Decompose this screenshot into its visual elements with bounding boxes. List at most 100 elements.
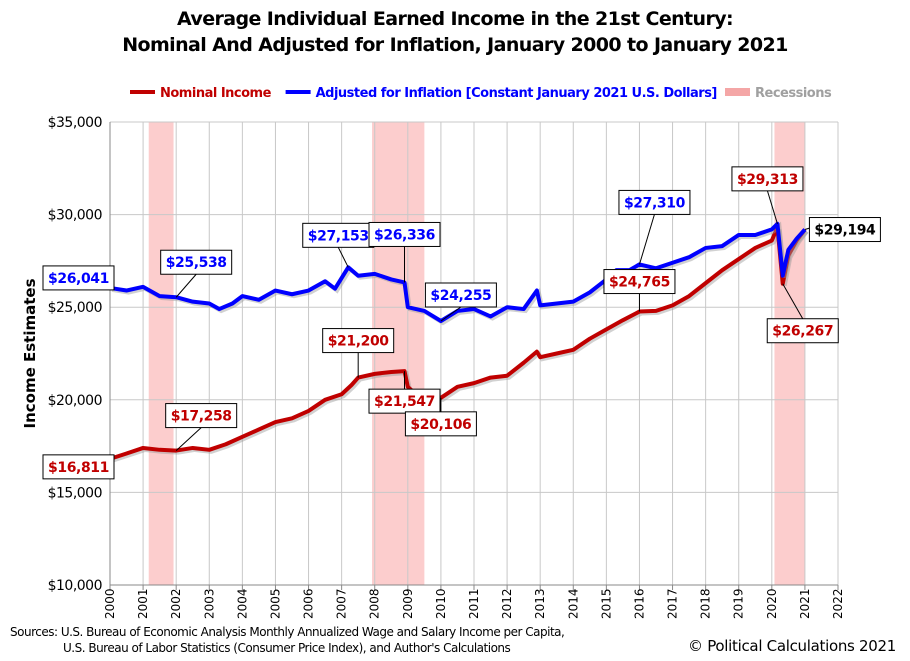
x-tick-label: 2006 xyxy=(302,588,316,619)
data-label-callout: $20,106 xyxy=(404,397,477,437)
callout-leader-line xyxy=(440,306,462,322)
x-tick-label: 2004 xyxy=(235,588,249,619)
callout-box xyxy=(322,328,395,354)
x-tick-label: 2014 xyxy=(566,588,580,619)
callout-value: $20,106 xyxy=(410,417,471,433)
x-tick-label: 2013 xyxy=(533,588,547,619)
callout-leader-line xyxy=(766,190,778,225)
callout-value: $26,336 xyxy=(374,227,435,243)
legend-label: Adjusted for Inflation [Constant January… xyxy=(316,86,717,101)
data-label-callout: $26,267 xyxy=(766,283,839,344)
callout-value: $21,200 xyxy=(328,334,390,350)
series-shadow xyxy=(111,228,809,463)
callout-leader-line xyxy=(175,427,202,451)
nominal-income-line xyxy=(109,225,807,461)
chart-title-line1: Average Individual Earned Income in the … xyxy=(176,8,734,30)
x-tick-label: 2003 xyxy=(202,588,216,619)
x-tick-label: 2001 xyxy=(136,588,150,619)
callout-value: $29,194 xyxy=(814,223,876,239)
recession-band xyxy=(148,122,174,585)
sources-line-2: U.S. Bureau of Labor Statistics (Consume… xyxy=(63,641,511,655)
callout-leader-line xyxy=(782,283,804,319)
x-tick-label: 2012 xyxy=(500,588,514,619)
data-label-callout: $25,538 xyxy=(160,249,233,298)
x-tick-label: 2010 xyxy=(434,588,448,619)
callout-value: $16,811 xyxy=(48,460,109,476)
x-tick-label: 2021 xyxy=(798,588,812,619)
callout-box xyxy=(368,221,441,247)
x-tick-label: 2022 xyxy=(831,588,845,619)
x-tick-label: 2019 xyxy=(732,588,746,619)
legend-label: Nominal Income xyxy=(160,86,272,101)
data-label-callout: $27,153 xyxy=(302,222,375,268)
callout-leader-line xyxy=(638,214,655,265)
y-tick-label: $30,000 xyxy=(48,208,102,224)
callout-box xyxy=(368,388,441,414)
x-tick-label: 2017 xyxy=(666,588,680,619)
callout-value: $25,538 xyxy=(166,255,227,271)
callout-box xyxy=(731,166,804,192)
x-tick-label: 2000 xyxy=(103,588,117,619)
callout-box xyxy=(42,454,115,480)
callout-leader-line xyxy=(175,273,197,298)
callout-leader-line xyxy=(337,247,349,268)
callout-box xyxy=(160,249,233,275)
x-tick-label: 2005 xyxy=(268,588,282,619)
callout-box xyxy=(42,265,115,291)
callout-box xyxy=(165,403,238,429)
data-label-callout: $24,765 xyxy=(603,269,676,312)
x-tick-label: 2011 xyxy=(467,588,481,619)
y-tick-label: $20,000 xyxy=(48,393,102,409)
y-axis-label: Income Estimates xyxy=(21,278,39,428)
recession-band xyxy=(774,122,805,585)
callout-value: $27,310 xyxy=(624,195,686,211)
callout-value: $26,041 xyxy=(48,271,109,287)
data-label-callout: $26,336 xyxy=(368,221,441,283)
data-label-callout: $21,547 xyxy=(368,371,441,414)
callout-value: $27,153 xyxy=(308,228,369,244)
data-label-callout: $21,200 xyxy=(322,328,395,378)
x-tick-label: 2020 xyxy=(765,588,779,619)
callout-box xyxy=(766,318,839,344)
legend-label: Recessions xyxy=(755,86,832,101)
sources-line-1: Sources: U.S. Bureau of Economic Analysi… xyxy=(10,625,565,639)
callout-box xyxy=(808,217,881,243)
data-label-callout: $27,310 xyxy=(618,189,691,265)
y-tick-label: $10,000 xyxy=(48,578,102,594)
x-tick-label: 2015 xyxy=(599,588,613,619)
callout-box xyxy=(424,282,497,308)
x-tick-label: 2018 xyxy=(699,588,713,619)
data-label-callout: $26,041 xyxy=(42,265,115,291)
adjusted-income-line xyxy=(109,221,807,323)
x-tick-label: 2016 xyxy=(632,588,646,619)
data-label-callout: $24,255 xyxy=(424,282,497,322)
callout-box xyxy=(302,222,375,248)
data-label-callout: $29,194 xyxy=(804,217,881,243)
y-tick-label: $25,000 xyxy=(48,300,102,316)
callout-box xyxy=(618,189,691,215)
data-label-callout: $17,258 xyxy=(165,403,238,451)
recession-band xyxy=(372,122,425,585)
callout-value: $17,258 xyxy=(171,409,232,425)
callout-value: $24,765 xyxy=(609,275,670,291)
chart-title: Average Individual Earned Income in the … xyxy=(0,6,910,58)
x-tick-label: 2009 xyxy=(401,588,415,619)
callout-value: $24,255 xyxy=(430,288,491,304)
sources-note: Sources: U.S. Bureau of Economic Analysi… xyxy=(10,624,565,656)
y-tick-label: $35,000 xyxy=(48,115,102,131)
callout-box xyxy=(404,411,477,437)
data-label-callout: $16,811 xyxy=(42,454,115,480)
x-tick-label: 2002 xyxy=(169,588,183,619)
callout-value: $21,547 xyxy=(374,394,435,410)
x-tick-label: 2008 xyxy=(368,588,382,619)
callout-value: $26,267 xyxy=(772,324,833,340)
callout-value: $29,313 xyxy=(737,172,798,188)
copyright: © Political Calculations 2021 xyxy=(688,637,896,655)
chart-title-line2: Nominal And Adjusted for Inflation, Janu… xyxy=(122,34,788,56)
callout-box xyxy=(603,269,676,295)
x-tick-label: 2007 xyxy=(335,588,349,619)
y-tick-label: $15,000 xyxy=(48,485,102,501)
data-label-callout: $29,313 xyxy=(731,166,804,225)
